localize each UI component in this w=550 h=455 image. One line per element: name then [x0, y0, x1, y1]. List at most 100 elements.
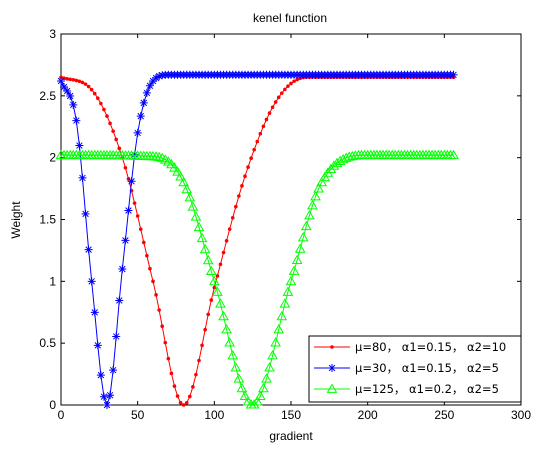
- data-point: [258, 131, 263, 136]
- data-point: [243, 174, 247, 179]
- data-point: [145, 81, 154, 90]
- data-point: [261, 124, 266, 129]
- data-point: [156, 152, 168, 163]
- data-point: [227, 227, 232, 231]
- data-point: [77, 79, 82, 84]
- data-point: [181, 183, 193, 194]
- data-point: [273, 100, 278, 104]
- data-point: [103, 401, 111, 409]
- series-2: [57, 70, 458, 409]
- data-point: [291, 254, 303, 264]
- data-point: [258, 382, 269, 393]
- data-point: [340, 152, 352, 162]
- data-point: [310, 190, 321, 201]
- data-point: [142, 88, 151, 97]
- data-point: [264, 117, 269, 122]
- data-point: [304, 210, 315, 220]
- data-point: [138, 227, 143, 231]
- data-point: [252, 147, 256, 152]
- data-point: [117, 146, 122, 151]
- legend: μ=80， α1=0.15， α2=10 μ=30， α1=0.15， α2=5 μ…: [308, 335, 522, 403]
- data-point: [172, 166, 183, 176]
- data-point: [267, 111, 272, 115]
- legend-marker: [330, 345, 334, 349]
- data-point: [87, 277, 96, 286]
- data-point: [254, 390, 266, 400]
- data-point: [190, 211, 202, 221]
- data-point: [150, 151, 162, 161]
- data-point: [285, 275, 297, 286]
- data-point: [114, 137, 118, 142]
- data-point: [112, 332, 121, 341]
- data-point: [149, 76, 157, 85]
- data-point: [212, 286, 223, 296]
- y-tick-label: 0.5: [39, 336, 56, 350]
- data-point: [237, 194, 241, 198]
- x-tick-label: 100: [204, 408, 224, 422]
- data-point: [200, 343, 204, 348]
- data-point: [123, 165, 128, 170]
- data-point: [178, 400, 183, 405]
- data-point: [154, 293, 158, 297]
- data-point: [248, 399, 260, 409]
- data-point: [209, 298, 214, 302]
- data-point: [81, 209, 90, 218]
- data-point: [96, 371, 105, 380]
- data-point: [227, 350, 239, 360]
- data-point: [230, 362, 242, 372]
- data-point: [184, 400, 189, 405]
- series-layer: [55, 70, 459, 409]
- data-point: [57, 76, 65, 85]
- data-point: [203, 327, 207, 332]
- data-point: [224, 337, 236, 347]
- data-point: [202, 254, 214, 265]
- chart-title: kenel function: [253, 11, 327, 25]
- data-point: [148, 266, 152, 271]
- data-point: [172, 384, 177, 388]
- data-point: [80, 80, 85, 85]
- data-point: [68, 77, 72, 82]
- data-point: [300, 220, 312, 231]
- x-tick-label: 150: [281, 408, 301, 422]
- data-point: [111, 129, 115, 133]
- data-point: [240, 184, 244, 188]
- data-point: [206, 312, 210, 317]
- data-point: [163, 340, 168, 345]
- data-point: [181, 403, 186, 407]
- legend-label: μ=80， α1=0.15， α2=10: [355, 340, 506, 354]
- data-point: [102, 107, 106, 112]
- data-point: [224, 238, 229, 243]
- data-point: [286, 84, 290, 88]
- data-point: [115, 296, 124, 305]
- data-point: [155, 72, 164, 81]
- data-point: [208, 275, 220, 286]
- data-point: [292, 79, 296, 84]
- data-point: [251, 396, 263, 406]
- data-point: [166, 356, 171, 361]
- data-point: [196, 232, 208, 243]
- data-point: [282, 286, 294, 296]
- data-point: [276, 310, 288, 321]
- data-point: [84, 245, 93, 254]
- y-tick-label: 0: [49, 398, 56, 412]
- data-point: [139, 98, 148, 107]
- data-point: [66, 92, 75, 101]
- data-point: [153, 151, 165, 162]
- data-point: [132, 201, 137, 205]
- data-point: [99, 101, 103, 106]
- data-point: [246, 165, 250, 169]
- data-point: [289, 81, 293, 86]
- data-point: [233, 373, 245, 383]
- data-point: [145, 253, 149, 258]
- x-tick-label: 50: [131, 408, 145, 422]
- data-point: [236, 382, 248, 393]
- legend-marker: [328, 364, 336, 372]
- data-point: [135, 214, 140, 218]
- data-point: [276, 95, 281, 100]
- data-point: [175, 171, 186, 181]
- y-tick-label: 2.5: [39, 89, 56, 103]
- data-point: [184, 192, 196, 202]
- data-point: [124, 206, 133, 215]
- data-point: [249, 156, 253, 161]
- data-point: [283, 87, 287, 92]
